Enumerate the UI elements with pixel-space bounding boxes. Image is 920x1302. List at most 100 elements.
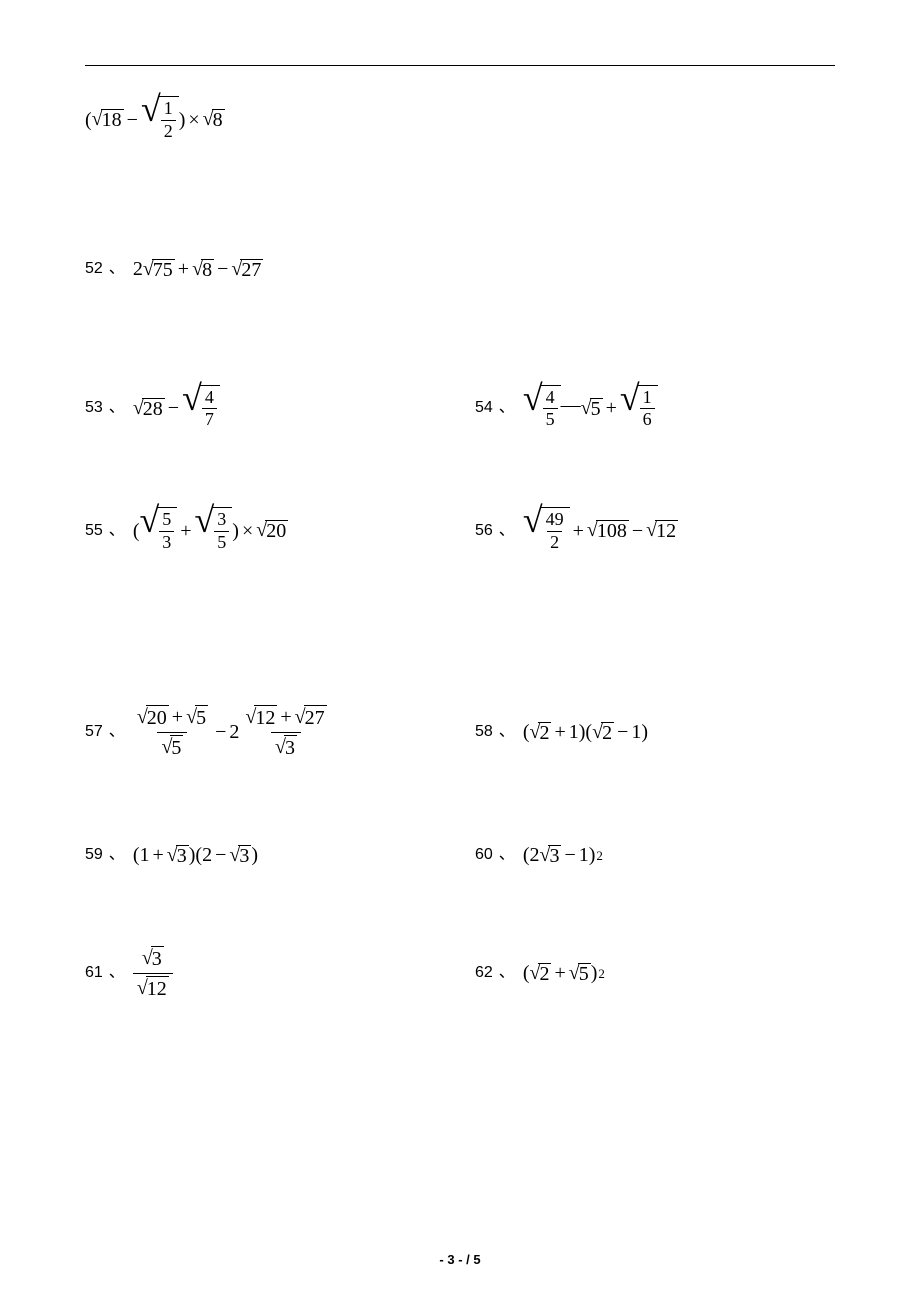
problem-61: 61 、 √3 √12 — [85, 946, 475, 1001]
problem-59-60-row: 59、 (1+ √3 )(2− √3 ) 60、 (2 √3 −1)2 — [85, 845, 835, 866]
v: 20 — [146, 705, 169, 730]
v: 3 — [176, 845, 189, 866]
v: 12 — [254, 705, 277, 730]
v: 8 — [201, 259, 214, 280]
v: 2 — [547, 531, 562, 553]
v: 1 — [579, 845, 589, 865]
problem-58: 58、 ( √2 +1)( √2 −1) — [475, 705, 835, 760]
v: 1 — [631, 722, 641, 742]
v: 12 — [146, 976, 169, 1001]
expr-52: 2 √75 + √8 − √27 — [133, 259, 264, 280]
v: 6 — [640, 408, 655, 430]
page-container: ( √18 − √ 12 )× √8 52、 2 √75 + √8 − √27 — [0, 0, 920, 1302]
num-54: 54 — [475, 400, 493, 416]
num-62: 62 — [475, 965, 493, 981]
sep: 、 — [109, 400, 125, 416]
v: 5 — [543, 408, 558, 430]
problem-56: 56 、 √ 492 + √108 − √12 — [475, 507, 835, 555]
problem-55-56-row: 55、 ( √ 53 + √ 35 )× √20 56、 √ 492 + — [85, 507, 835, 555]
v: 2 — [161, 120, 176, 142]
v: 3 — [214, 510, 229, 531]
num-55: 55 — [85, 523, 103, 539]
problem-54: 54、 √ 45 — √5 + √ 16 — [475, 385, 835, 433]
expr-59: (1+ √3 )(2− √3 ) — [133, 845, 258, 866]
v: 12 — [655, 520, 678, 541]
problem-52: 52 、 2 √75 + √8 − √27 — [85, 259, 475, 280]
expr-55: ( √ 53 + √ 35 )× √20 — [133, 507, 288, 555]
v: 4 — [543, 388, 558, 409]
num-58: 58 — [475, 724, 493, 740]
v: 2 — [202, 845, 212, 865]
num-56: 56 — [475, 523, 493, 539]
v: 20 — [265, 520, 288, 541]
expr-62: ( √2 + √5 )2 — [523, 963, 605, 984]
v: 5 — [170, 735, 183, 760]
num-52: 52 — [85, 261, 103, 277]
v: 27 — [240, 259, 263, 280]
problem-57-58-row: 57、 √20 + √5 √5 − 2 √12 — [85, 705, 835, 760]
expr-57: √20 + √5 √5 − 2 √12 + √27 — [133, 705, 331, 760]
header-rule — [85, 65, 835, 66]
num-57: 57 — [85, 724, 103, 740]
v: 18 — [101, 109, 124, 130]
expr-54: √ 45 — √5 + √ 16 — [523, 385, 658, 433]
v: 3 — [284, 735, 297, 760]
sep: 、 — [109, 965, 125, 981]
v: 3 — [151, 946, 164, 971]
v: 1 — [640, 388, 655, 409]
v: 75 — [152, 259, 175, 280]
num-60: 60 — [475, 847, 493, 863]
v: 2 — [229, 722, 239, 742]
v: 2 — [538, 963, 551, 984]
sep: 、 — [109, 847, 125, 863]
v: 5 — [214, 531, 229, 553]
problem-60: 60、 (2 √3 −1)2 — [475, 845, 835, 866]
num-53: 53 — [85, 400, 103, 416]
problem-53: 53 、 √28 − √ 47 — [85, 385, 475, 433]
expr-51: ( √18 − √ 12 )× √8 — [85, 96, 225, 144]
sep: 、 — [499, 523, 515, 539]
v: 3 — [159, 531, 174, 553]
sep: 、 — [109, 724, 125, 740]
problem-51: ( √18 − √ 12 )× √8 — [85, 96, 475, 144]
v: 5 — [578, 963, 591, 984]
expr-61: √3 √12 — [133, 946, 173, 1001]
expr-58: ( √2 +1)( √2 −1) — [523, 722, 648, 743]
v: 2 — [538, 722, 551, 743]
problem-51-row: ( √18 − √ 12 )× √8 — [85, 96, 835, 144]
num-61: 61 — [85, 965, 103, 981]
v: 3 — [548, 845, 561, 866]
v: 4 — [202, 388, 217, 409]
v: 5 — [195, 705, 208, 730]
sep: 、 — [109, 261, 125, 277]
problem-62: 62 、 ( √2 + √5 )2 — [475, 946, 835, 1001]
v: 5 — [590, 398, 603, 419]
v: 49 — [543, 510, 567, 531]
v: 2 — [529, 845, 539, 865]
v: 2 — [598, 967, 605, 980]
page-footer: - 3 - / 5 — [0, 1252, 920, 1267]
v: 5 — [159, 510, 174, 531]
problem-57: 57、 √20 + √5 √5 − 2 √12 — [85, 705, 475, 760]
v: 28 — [142, 398, 165, 419]
v: 2 — [601, 722, 614, 743]
v: 27 — [304, 705, 327, 730]
v: 108 — [596, 520, 629, 541]
expr-56: √ 492 + √108 − √12 — [523, 507, 678, 555]
problem-55: 55、 ( √ 53 + √ 35 )× √20 — [85, 507, 475, 555]
v: 2 — [133, 259, 143, 279]
v: 1 — [569, 722, 579, 742]
problem-52-row: 52 、 2 √75 + √8 − √27 — [85, 259, 835, 280]
v: 7 — [202, 408, 217, 430]
sep: 、 — [109, 523, 125, 539]
sep: 、 — [499, 965, 515, 981]
sep: 、 — [499, 400, 515, 416]
expr-53: √28 − √ 47 — [133, 385, 220, 433]
v: 1 — [139, 845, 149, 865]
problem-59: 59、 (1+ √3 )(2− √3 ) — [85, 845, 475, 866]
v: 8 — [212, 109, 225, 130]
sep: 、 — [499, 847, 515, 863]
v: 2 — [596, 849, 603, 862]
v: 1 — [161, 99, 176, 120]
problem-61-62-row: 61 、 √3 √12 62 、 ( √2 + √5 )2 — [85, 946, 835, 1001]
